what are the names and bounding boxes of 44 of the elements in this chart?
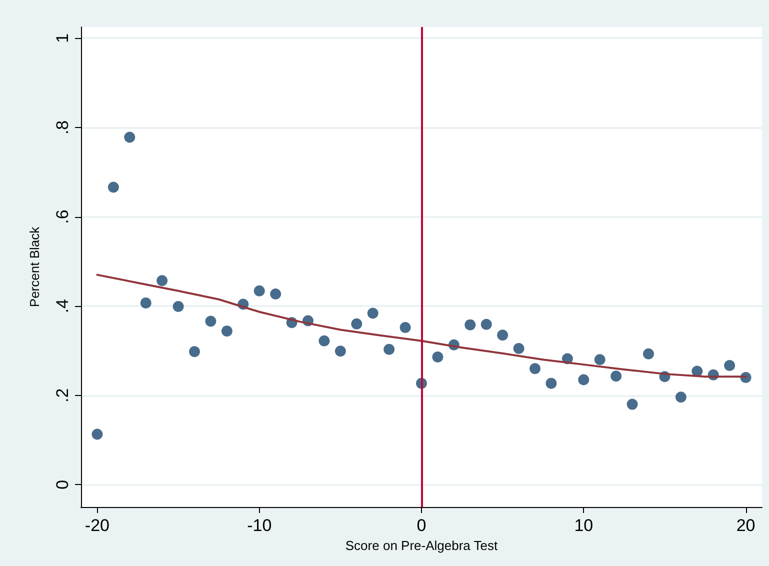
- x-axis-title: Score on Pre-Algebra Test: [345, 538, 498, 553]
- y-tick-label: 0: [53, 480, 72, 490]
- point: [189, 346, 200, 358]
- point: [124, 132, 136, 143]
- point: [254, 285, 265, 296]
- point: [351, 318, 362, 330]
- point: [400, 322, 411, 333]
- point: [384, 344, 395, 355]
- point: [156, 275, 168, 286]
- point: [513, 342, 524, 354]
- point: [140, 297, 152, 308]
- point: [221, 326, 232, 337]
- point: [108, 182, 119, 193]
- point: [724, 360, 736, 371]
- point: [610, 370, 622, 382]
- point: [205, 316, 216, 327]
- point: [270, 288, 282, 300]
- x-tick-label: -10: [247, 516, 272, 535]
- x-tick-label: -20: [84, 516, 110, 535]
- y-tick-label: .8: [53, 120, 72, 135]
- x-tick-label: 10: [574, 516, 594, 535]
- x-tick-label: 20: [736, 516, 756, 535]
- point: [578, 374, 590, 386]
- point: [675, 392, 686, 403]
- point: [172, 301, 184, 312]
- point: [318, 335, 330, 346]
- y-tick-label: .6: [53, 210, 72, 224]
- point: [497, 330, 508, 341]
- y-tick-label: 1: [53, 33, 72, 43]
- y-tick-label: .4: [53, 298, 72, 314]
- x-tick-label: 0: [416, 516, 426, 535]
- y-axis-title: Percent Black: [27, 226, 42, 308]
- point: [464, 319, 476, 330]
- point: [643, 348, 654, 360]
- point: [626, 398, 638, 410]
- point: [367, 308, 378, 319]
- point: [432, 351, 444, 362]
- point: [334, 346, 346, 357]
- point: [546, 378, 557, 389]
- point: [530, 363, 540, 374]
- y-tick-label: .2: [53, 388, 72, 402]
- point: [480, 318, 492, 330]
- point: [594, 354, 606, 366]
- point: [92, 428, 103, 440]
